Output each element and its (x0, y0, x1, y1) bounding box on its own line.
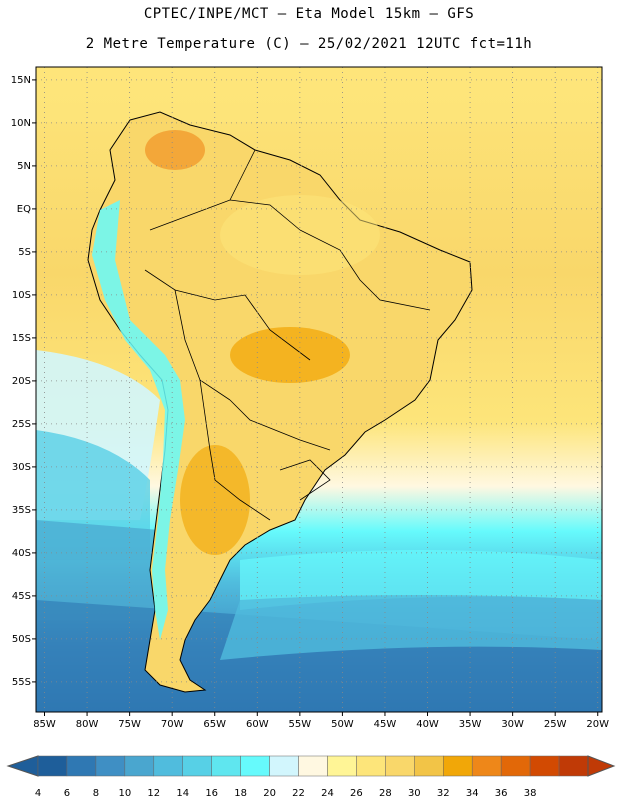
lat-tick-label: 30S (12, 462, 31, 473)
colorbar-label: 18 (234, 788, 247, 799)
lat-tick-label: 50S (12, 634, 31, 645)
colorbar-swatch (37, 755, 68, 777)
lat-tick-label: 40S (12, 548, 31, 559)
lat-tick-label: 15N (11, 75, 31, 86)
lon-tick-label: 45W (374, 719, 397, 730)
colorbar-swatch (558, 755, 589, 777)
colorbar-arrow-left (6, 755, 39, 777)
lat-tick-label: 10S (12, 290, 31, 301)
colorbar-swatch (414, 755, 444, 777)
lat-tick-label: 55S (12, 677, 31, 688)
title-line-2: 2 Metre Temperature (C) – 25/02/2021 12U… (85, 36, 533, 52)
andes-cool-strip (92, 200, 185, 640)
lat-tick-label: 35S (12, 505, 31, 516)
lon-tick-label: 75W (118, 719, 141, 730)
colorbar-swatch (471, 755, 502, 777)
colorbar-label: 14 (176, 788, 189, 799)
colorbar-swatch (327, 755, 357, 777)
colorbar-swatch (269, 755, 299, 777)
lat-tick-label: 45S (12, 591, 31, 602)
lat-tick-label: 25S (12, 419, 31, 430)
lon-tick-label: 30W (501, 719, 524, 730)
colorbar-label: 32 (437, 788, 450, 799)
colorbar-label: 16 (205, 788, 218, 799)
colorbar-swatch (356, 755, 386, 777)
lat-tick-label: 5S (18, 247, 31, 258)
colorbar-swatch (240, 755, 270, 777)
lon-tick-label: 50W (331, 719, 354, 730)
colorbar: 4 6 8 10 12 14 16 18 20 22 24 26 28 30 32 34 36 38 (6, 755, 616, 799)
colorbar-swatch (182, 755, 212, 777)
colorbar-label: 38 (524, 788, 537, 799)
colorbar-label: 34 (466, 788, 479, 799)
lon-tick-label: 60W (246, 719, 269, 730)
colorbar-label: 36 (495, 788, 508, 799)
lon-tick-label: 70W (161, 719, 184, 730)
lat-tick-label: 20S (12, 376, 31, 387)
colorbar-label: 4 (35, 788, 41, 799)
lon-tick-label: 85W (33, 719, 56, 730)
lon-tick-label: 25W (544, 719, 567, 730)
colorbar-label: 12 (147, 788, 160, 799)
colorbar-swatch (500, 755, 531, 777)
lat-tick-label: 15S (12, 333, 31, 344)
colorbar-label: 24 (321, 788, 334, 799)
colorbar-label: 20 (263, 788, 276, 799)
lon-tick-label: 20W (586, 719, 609, 730)
lat-tick-label: 10N (11, 118, 31, 129)
colorbar-swatch (66, 755, 97, 777)
colorbar-swatch (385, 755, 415, 777)
colorbar-label: 28 (379, 788, 392, 799)
tick-labels: 85W 80W 75W 70W 65W 60W 55W 50W 45W 40W 35W 30W 25W 2… (11, 75, 609, 730)
title-line-1: CPTEC/INPE/MCT – Eta Model 15km – GFS (143, 6, 475, 22)
country-borders (144, 149, 431, 521)
colorbar-label: 8 (93, 788, 99, 799)
colorbar-swatch (95, 755, 126, 777)
lon-tick-label: 40W (416, 719, 439, 730)
colorbar-label: 22 (292, 788, 305, 799)
colorbar-swatch (443, 755, 473, 777)
colorbar-swatch (298, 755, 328, 777)
colorbar-swatch (153, 755, 183, 777)
lon-tick-label: 65W (203, 719, 226, 730)
interior-hot-zone (230, 327, 350, 383)
colorbar-label: 30 (408, 788, 421, 799)
colorbar-swatch (211, 755, 241, 777)
lat-tick-label: 5N (17, 161, 31, 172)
colorbar-label: 10 (118, 788, 131, 799)
map-frame (35, 66, 603, 713)
colorbar-arrow-right (587, 755, 616, 777)
colorbar-swatch (124, 755, 155, 777)
colorbar-swatch (529, 755, 560, 777)
colorbar-label: 26 (350, 788, 363, 799)
lat-tick-label: EQ (17, 204, 31, 215)
lon-tick-label: 55W (289, 719, 312, 730)
graticule (32, 67, 602, 716)
lon-tick-label: 35W (459, 719, 482, 730)
lon-tick-label: 80W (76, 719, 99, 730)
colorbar-label: 6 (64, 788, 70, 799)
